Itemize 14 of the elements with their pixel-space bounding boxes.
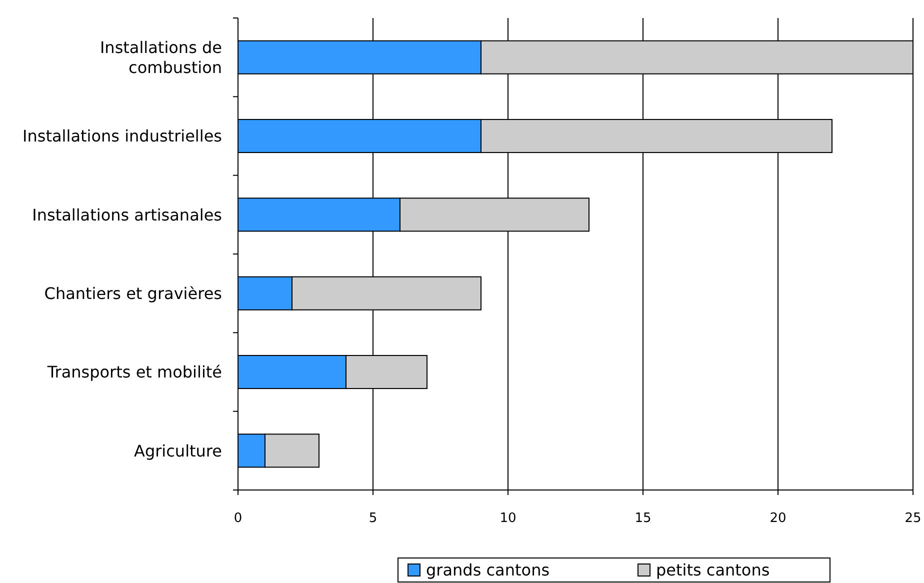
- x-tick-label: 25: [904, 511, 922, 526]
- y-tick-label: Transports et mobilité: [46, 362, 222, 382]
- y-tick-label: Installations artisanales: [32, 205, 222, 224]
- legend-label: grands cantons: [426, 560, 550, 580]
- x-tick-label: 5: [368, 511, 378, 526]
- y-tick-label: Installations de combustion: [100, 38, 222, 77]
- x-tick-label: 0: [234, 511, 242, 526]
- y-tick-label: Chantiers et gravières: [44, 284, 222, 303]
- y-tick-label: Installations industrielles: [22, 126, 222, 146]
- x-tick-label: 15: [634, 511, 652, 526]
- y-tick-label: Agriculture: [134, 441, 222, 460]
- x-tick-label: 10: [500, 511, 516, 526]
- x-tick-label: 20: [770, 511, 786, 526]
- legend-label: petits cantons: [656, 560, 770, 580]
